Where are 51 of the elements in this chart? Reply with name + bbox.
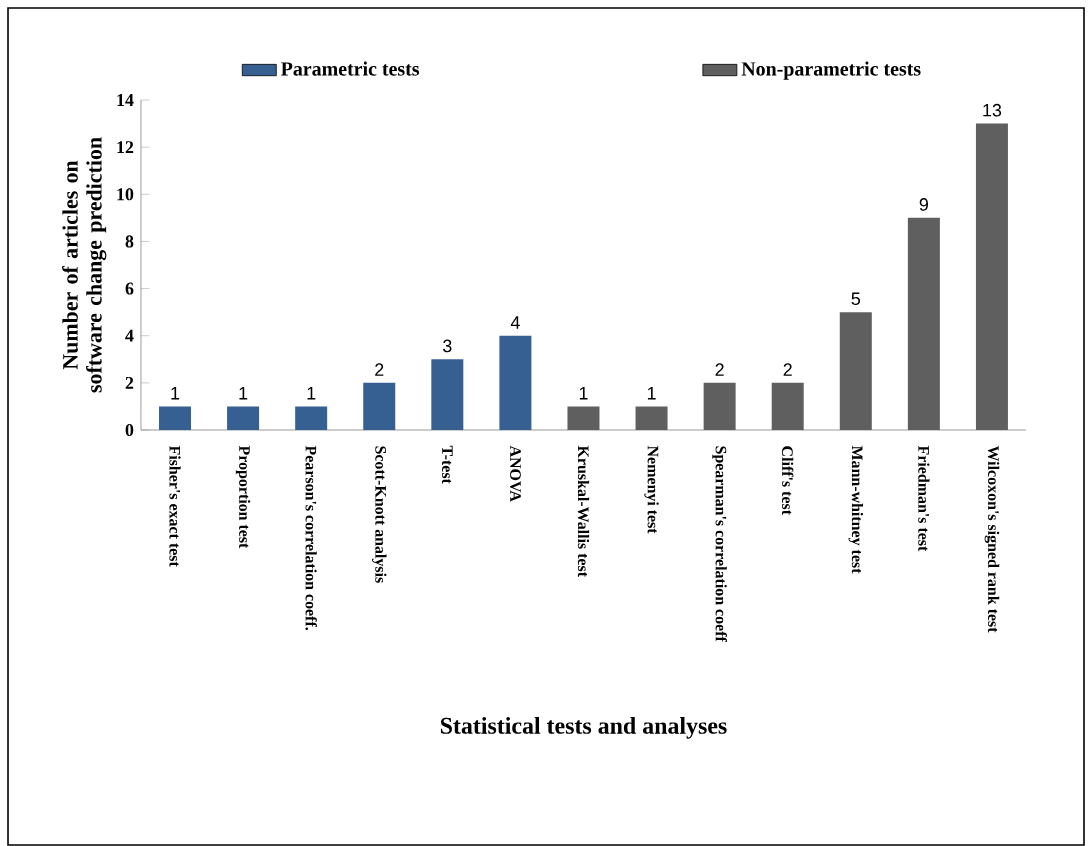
bar	[635, 406, 668, 430]
x-tick-label: Scott-Knott analysis	[372, 446, 387, 583]
x-tick-label: Kruskal-Wallis test	[577, 445, 590, 577]
x-axis-title: Statistical tests and analyses	[440, 717, 727, 739]
y-tick-label: 6	[125, 282, 134, 295]
bar	[975, 123, 1008, 430]
legend-label: Non-parametric tests	[741, 61, 921, 80]
x-tick-label: Friedman's test	[918, 445, 930, 552]
data-label: 2	[715, 363, 724, 376]
bar	[567, 406, 600, 430]
bar	[159, 406, 192, 430]
bar	[227, 406, 260, 430]
x-tick-label: Wilcoxon's signed rank test	[984, 445, 1000, 633]
data-label: 1	[307, 387, 316, 400]
x-tick-label: Pearson's correlation coeff.	[305, 445, 317, 631]
x-tick-label: Spearman's correlation coeff	[712, 446, 727, 642]
x-tick-label: T-test	[442, 445, 453, 484]
y-tick-label: 2	[125, 376, 134, 389]
x-tick-label: Proportion test	[235, 445, 251, 549]
x-tick-label: Cliff's test	[782, 446, 794, 515]
y-tick-label: 12	[117, 141, 134, 154]
data-label: 2	[375, 363, 384, 376]
data-label: 1	[239, 387, 248, 400]
data-label: 9	[919, 198, 929, 211]
y-tick-label: 0	[125, 423, 134, 437]
bar	[295, 406, 328, 430]
bar	[499, 335, 532, 430]
y-tick-label: 14	[117, 94, 134, 106]
legend-label: Parametric tests	[281, 61, 420, 76]
data-label: 4	[510, 316, 520, 329]
data-label: 5	[851, 292, 861, 306]
x-tick-label: Fisher's exact test	[169, 445, 181, 567]
data-label: 13	[983, 103, 1002, 117]
bar	[703, 382, 736, 430]
data-label: 3	[443, 339, 452, 353]
bar	[771, 382, 804, 430]
data-label: 1	[171, 387, 180, 400]
data-label: 1	[579, 387, 588, 400]
bar	[839, 312, 872, 430]
y-tick-label: 4	[125, 329, 134, 342]
data-label: 1	[647, 387, 656, 400]
y-tick-label: 8	[125, 235, 134, 248]
data-label: 2	[783, 363, 792, 376]
bar	[363, 382, 396, 430]
bar	[907, 217, 940, 430]
x-tick-label: Mann-whitney test	[848, 445, 864, 574]
y-tick-label: 10	[117, 188, 134, 201]
bar	[431, 359, 464, 430]
x-tick-label: ANOVA	[509, 445, 521, 502]
x-tick-label: Nemenyi test	[644, 445, 659, 534]
y-axis-title: Number of articles on software change prediction	[62, 137, 107, 393]
